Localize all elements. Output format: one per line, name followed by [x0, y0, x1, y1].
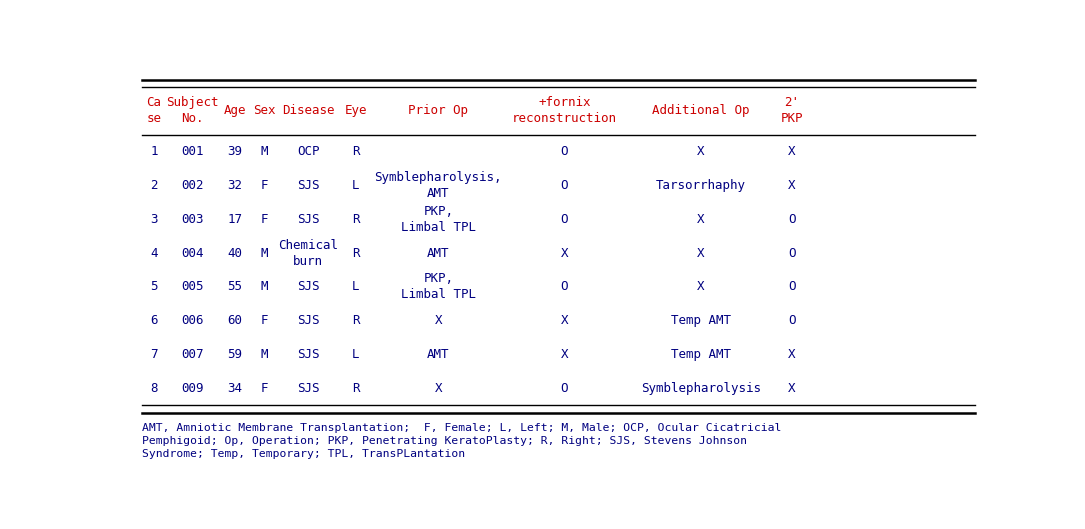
Text: 7: 7: [151, 348, 158, 361]
Text: R: R: [353, 382, 360, 395]
Text: X: X: [561, 348, 569, 361]
Text: 004: 004: [181, 247, 204, 260]
Text: 2: 2: [151, 179, 158, 192]
Text: 59: 59: [228, 348, 242, 361]
Text: Temp AMT: Temp AMT: [671, 314, 730, 327]
Text: Tarsorrhaphy: Tarsorrhaphy: [655, 179, 745, 192]
Text: 6: 6: [151, 314, 158, 327]
Text: X: X: [435, 382, 442, 395]
Text: 009: 009: [181, 382, 204, 395]
Text: 1: 1: [151, 145, 158, 158]
Text: X: X: [788, 382, 795, 395]
Text: L: L: [353, 348, 360, 361]
Text: M: M: [260, 348, 268, 361]
Text: 34: 34: [228, 382, 242, 395]
Text: O: O: [788, 247, 795, 260]
Text: Disease: Disease: [282, 104, 334, 117]
Text: X: X: [697, 145, 704, 158]
Text: F: F: [260, 314, 268, 327]
Text: Symblepharolysis,
AMT: Symblepharolysis, AMT: [374, 171, 502, 200]
Text: OCP: OCP: [297, 145, 319, 158]
Text: 4: 4: [151, 247, 158, 260]
Text: X: X: [788, 348, 795, 361]
Text: Chemical
burn: Chemical burn: [278, 239, 339, 268]
Text: O: O: [561, 179, 569, 192]
Text: Additional Op: Additional Op: [652, 104, 750, 117]
Text: 001: 001: [181, 145, 204, 158]
Text: X: X: [561, 314, 569, 327]
Text: M: M: [260, 145, 268, 158]
Text: 2'
PKP: 2' PKP: [780, 96, 803, 125]
Text: L: L: [353, 280, 360, 294]
Text: 006: 006: [181, 314, 204, 327]
Text: M: M: [260, 280, 268, 294]
Text: Eye: Eye: [345, 104, 367, 117]
Text: 003: 003: [181, 213, 204, 226]
Text: 3: 3: [151, 213, 158, 226]
Text: SJS: SJS: [297, 314, 319, 327]
Text: X: X: [788, 145, 795, 158]
Text: Prior Op: Prior Op: [408, 104, 469, 117]
Text: F: F: [260, 179, 268, 192]
Text: 007: 007: [181, 348, 204, 361]
Text: 40: 40: [228, 247, 242, 260]
Text: 8: 8: [151, 382, 158, 395]
Text: R: R: [353, 247, 360, 260]
Text: X: X: [697, 213, 704, 226]
Text: O: O: [788, 314, 795, 327]
Text: O: O: [561, 213, 569, 226]
Text: SJS: SJS: [297, 179, 319, 192]
Text: AMT: AMT: [427, 348, 449, 361]
Text: X: X: [697, 247, 704, 260]
Text: PKP,
Limbal TPL: PKP, Limbal TPL: [400, 205, 476, 234]
Text: 005: 005: [181, 280, 204, 294]
Text: SJS: SJS: [297, 348, 319, 361]
Text: SJS: SJS: [297, 213, 319, 226]
Text: 55: 55: [228, 280, 242, 294]
Text: R: R: [353, 213, 360, 226]
Text: O: O: [561, 145, 569, 158]
Text: 17: 17: [228, 213, 242, 226]
Text: PKP,
Limbal TPL: PKP, Limbal TPL: [400, 272, 476, 302]
Text: Ca
se: Ca se: [146, 96, 162, 125]
Text: Subject
No.: Subject No.: [167, 96, 219, 125]
Text: Sex: Sex: [253, 104, 276, 117]
Text: O: O: [561, 280, 569, 294]
Text: O: O: [788, 213, 795, 226]
Text: R: R: [353, 145, 360, 158]
Text: 60: 60: [228, 314, 242, 327]
Text: Age: Age: [224, 104, 246, 117]
Text: SJS: SJS: [297, 280, 319, 294]
Text: 002: 002: [181, 179, 204, 192]
Text: X: X: [435, 314, 442, 327]
Text: 39: 39: [228, 145, 242, 158]
Text: F: F: [260, 213, 268, 226]
Text: O: O: [788, 280, 795, 294]
Text: X: X: [788, 179, 795, 192]
Text: +fornix
reconstruction: +fornix reconstruction: [512, 96, 617, 125]
Text: 5: 5: [151, 280, 158, 294]
Text: O: O: [561, 382, 569, 395]
Text: R: R: [353, 314, 360, 327]
Text: Temp AMT: Temp AMT: [671, 348, 730, 361]
Text: Symblepharolysis: Symblepharolysis: [641, 382, 761, 395]
Text: SJS: SJS: [297, 382, 319, 395]
Text: M: M: [260, 247, 268, 260]
Text: X: X: [561, 247, 569, 260]
Text: L: L: [353, 179, 360, 192]
Text: X: X: [697, 280, 704, 294]
Text: 32: 32: [228, 179, 242, 192]
Text: AMT, Amniotic Membrane Transplantation;  F, Female; L, Left; M, Male; OCP, Ocula: AMT, Amniotic Membrane Transplantation; …: [142, 423, 781, 459]
Text: F: F: [260, 382, 268, 395]
Text: AMT: AMT: [427, 247, 449, 260]
